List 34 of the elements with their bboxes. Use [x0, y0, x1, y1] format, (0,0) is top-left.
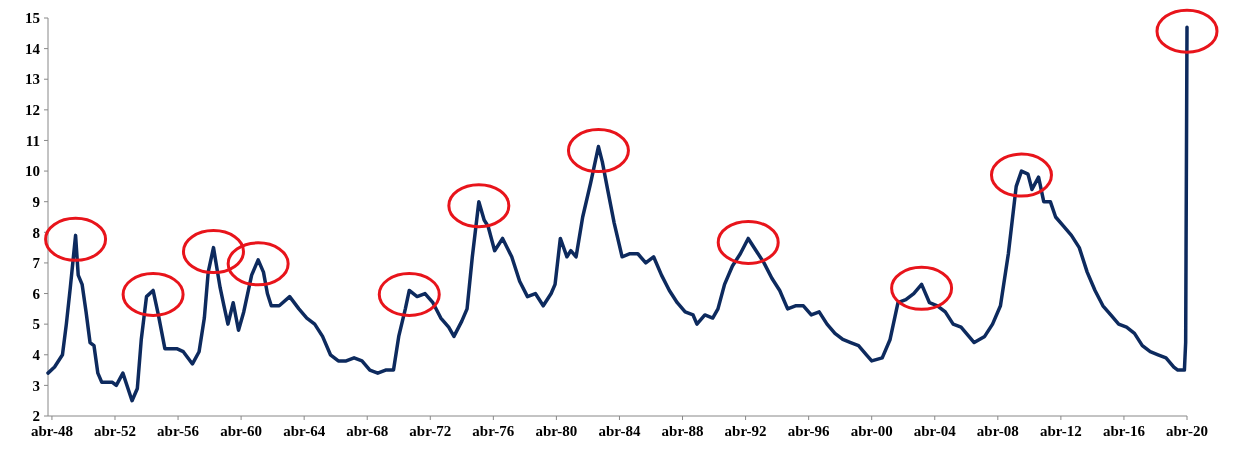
x-tick-label: abr-76 — [472, 423, 515, 439]
x-tick-label: abr-56 — [157, 423, 200, 439]
y-tick-label: 8 — [32, 224, 40, 241]
y-tick-label: 3 — [32, 377, 40, 394]
x-tick-label: abr-00 — [850, 423, 893, 439]
x-tick-label: abr-68 — [346, 423, 389, 439]
x-tick-label: abr-48 — [30, 423, 73, 439]
y-tick-label: 12 — [25, 102, 40, 119]
y-tick-label: 4 — [32, 347, 41, 364]
x-tick-label: abr-52 — [94, 423, 136, 439]
x-tick-label: abr-84 — [598, 423, 641, 439]
y-tick-label: 13 — [25, 71, 40, 88]
x-tick-label: abr-08 — [976, 423, 1019, 439]
y-tick-label: 9 — [32, 193, 40, 210]
x-tick-label: abr-16 — [1102, 423, 1146, 439]
y-tick-label: 5 — [32, 316, 40, 333]
x-tick-label: abr-92 — [724, 423, 767, 439]
y-tick-label: 6 — [32, 285, 41, 302]
x-tick-label: abr-12 — [1039, 423, 1082, 439]
x-tick-label: abr-96 — [787, 423, 831, 439]
x-tick-label: abr-80 — [535, 423, 578, 439]
y-tick-label: 7 — [32, 255, 41, 272]
x-tick-label: abr-60 — [220, 423, 263, 439]
y-tick-label: 15 — [25, 10, 40, 27]
y-tick-label: 11 — [25, 132, 40, 149]
line-series — [46, 25, 1189, 403]
x-tick-label: abr-88 — [661, 423, 704, 439]
x-tick-label: abr-04 — [913, 423, 957, 439]
y-tick-label: 10 — [25, 163, 40, 180]
x-tick-label: abr-20 — [1166, 423, 1208, 439]
y-tick-label: 2 — [32, 408, 40, 425]
y-tick-label: 14 — [25, 40, 41, 57]
x-tick-label: abr-72 — [409, 423, 452, 439]
x-tick-label: abr-64 — [283, 423, 326, 439]
